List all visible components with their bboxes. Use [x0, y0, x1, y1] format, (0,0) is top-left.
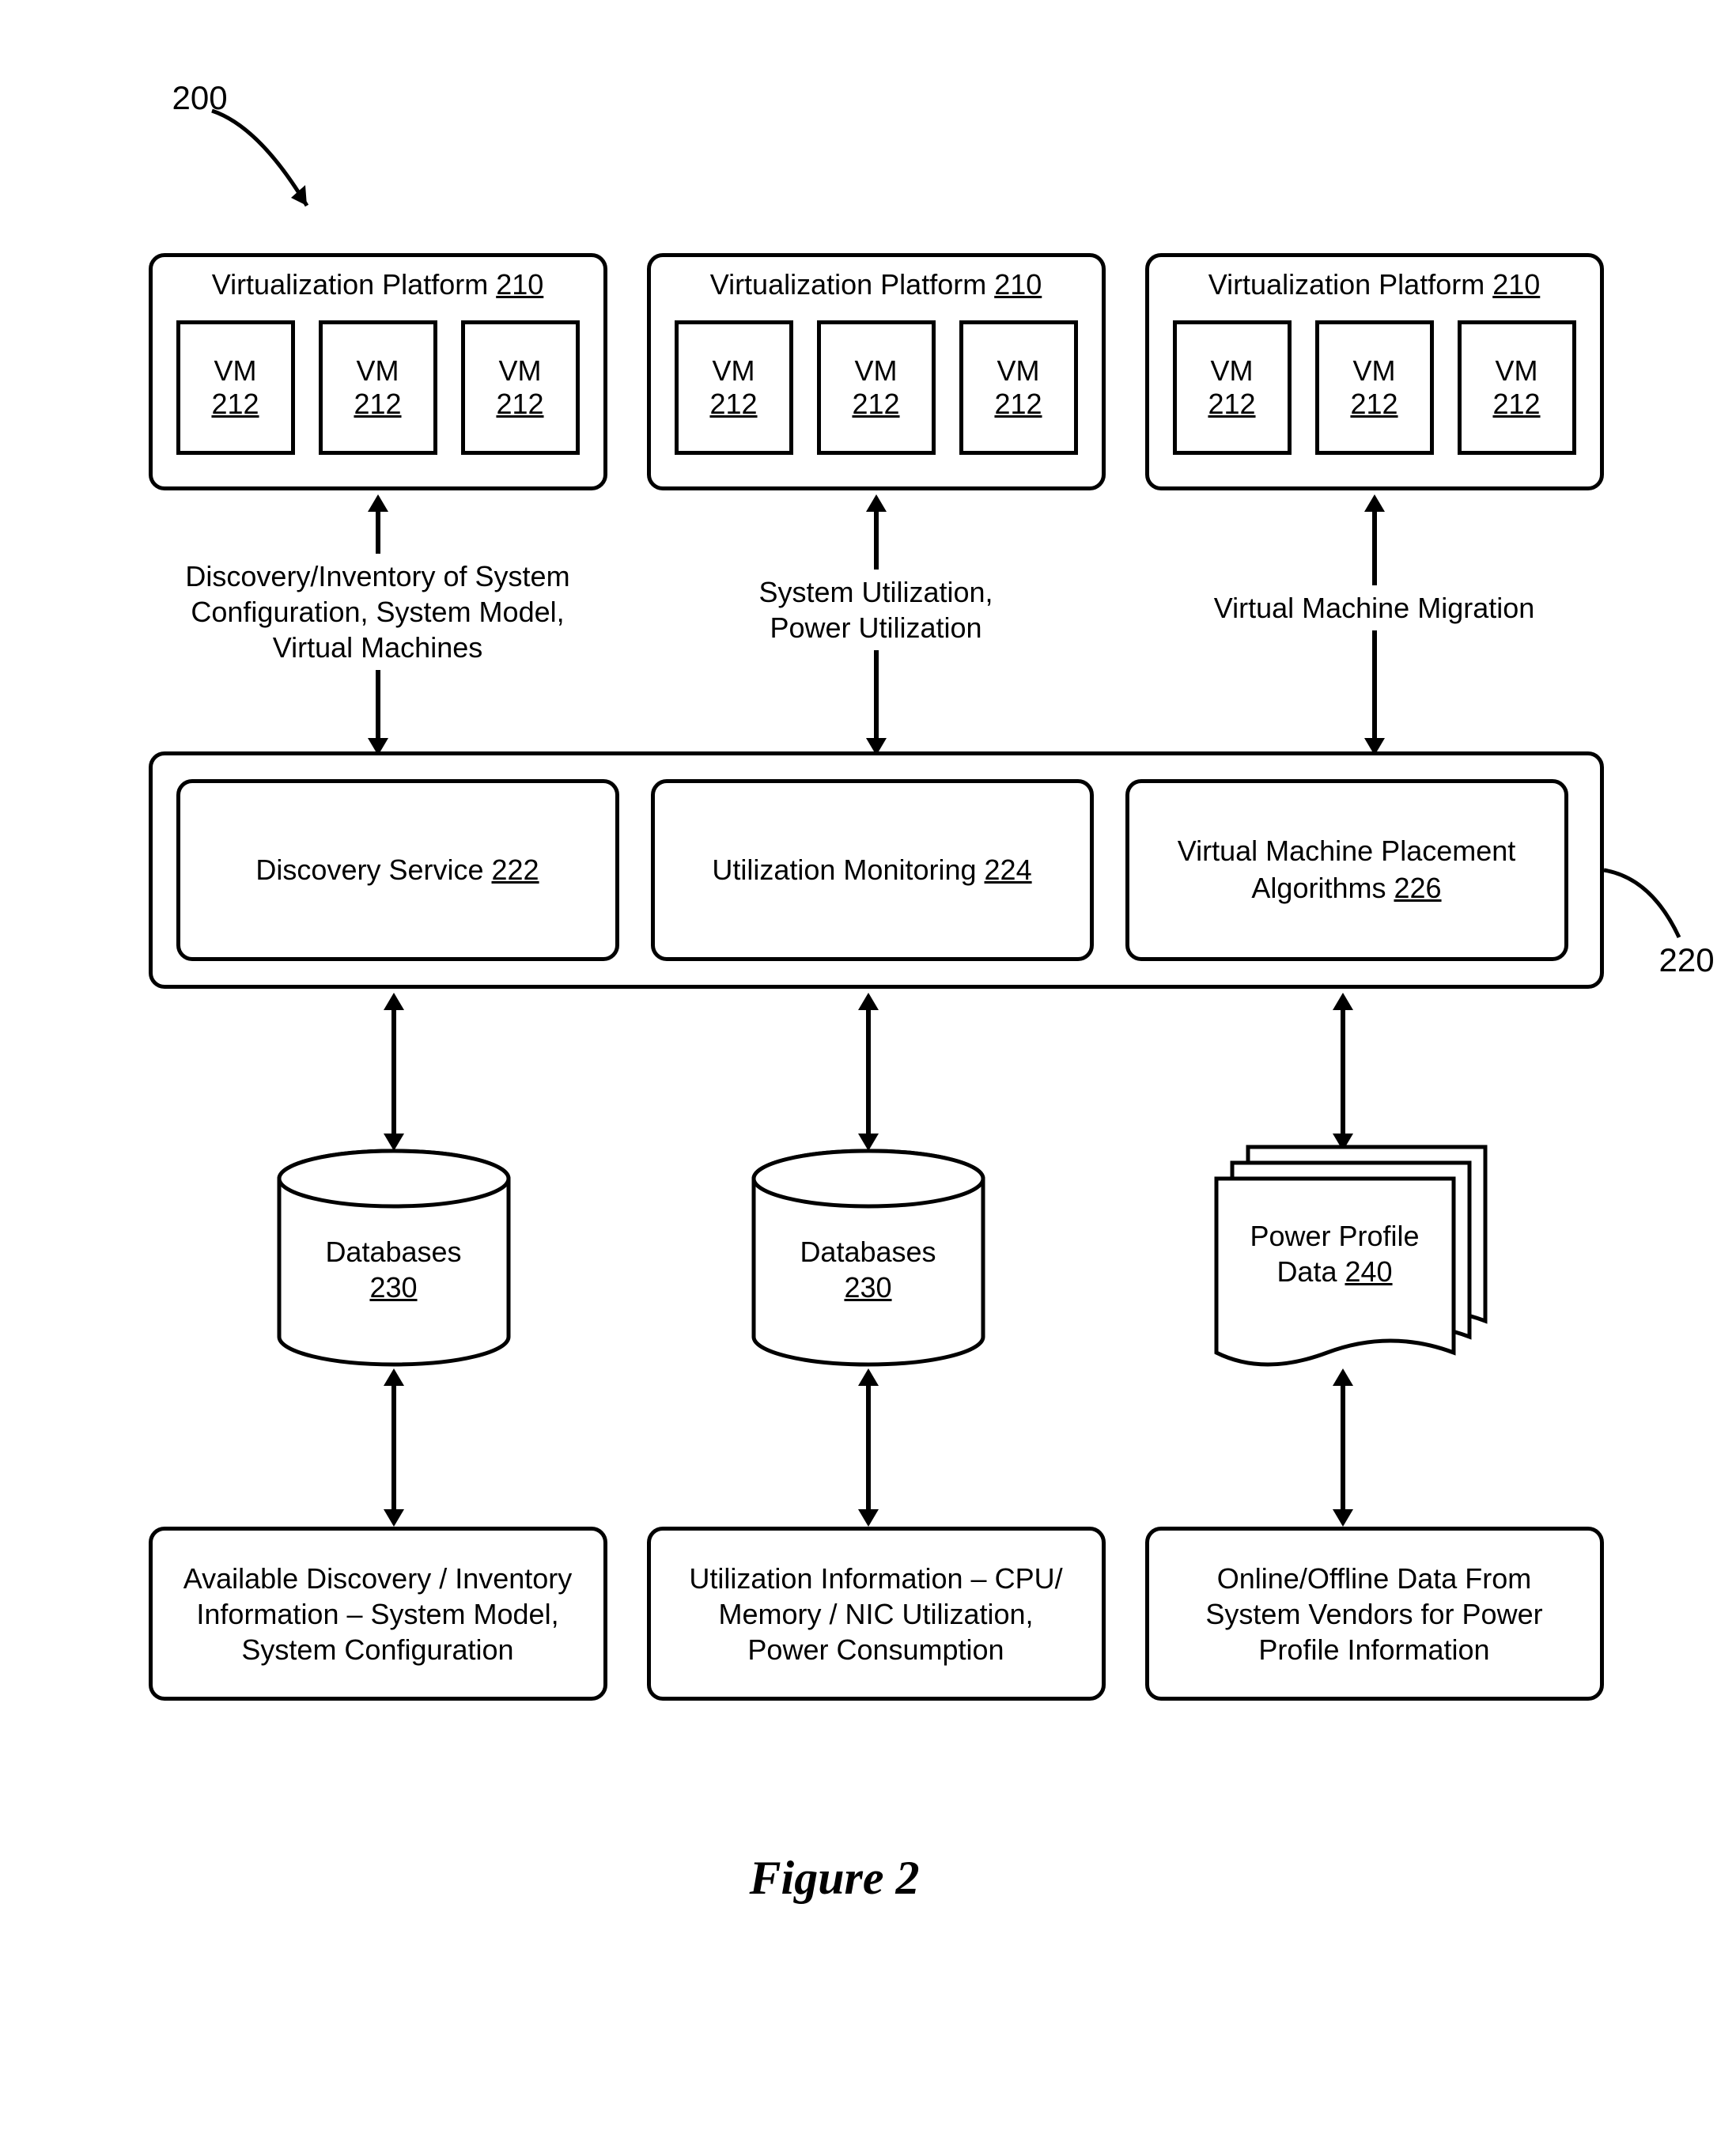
vm-placement-box: Virtual Machine Placement Algorithms 226 [1125, 779, 1568, 961]
flow-label-migration: Virtual Machine Migration [1145, 585, 1604, 630]
figure-caption: Figure 2 [750, 1851, 920, 1906]
ref-220: 220 [1659, 941, 1715, 979]
vm-box: VM212 [675, 320, 793, 455]
ref-200-arrow [204, 103, 362, 261]
arrow-db-left-bottom [374, 1368, 414, 1527]
db-left-label: Databases 230 [275, 1234, 512, 1305]
virtualization-platform-2: Virtualization Platform 210 VM212 VM212 … [647, 253, 1106, 490]
virtualization-platform-1: Virtualization Platform 210 VM212 VM212 … [149, 253, 607, 490]
discovery-service-box: Discovery Service 222 [176, 779, 619, 961]
virtualization-platform-3: Virtualization Platform 210 VM212 VM212 … [1145, 253, 1604, 490]
vm-box: VM212 [817, 320, 936, 455]
flow-label-utilization: System Utilization, Power Utilization [647, 570, 1106, 650]
flow-label-discovery: Discovery/Inventory of System Configurat… [149, 554, 607, 670]
vm-box: VM212 [1458, 320, 1576, 455]
arrow-monitoring-db [849, 993, 888, 1151]
vp3-title: Virtualization Platform 210 [1149, 268, 1600, 301]
diagram-canvas: 200 Virtualization Platform 210 VM212 VM… [38, 32, 1699, 2088]
vp2-title: Virtualization Platform 210 [651, 268, 1102, 301]
bottom-box-left: Available Discovery / Inventory Informat… [149, 1527, 607, 1701]
vm-box: VM212 [1173, 320, 1292, 455]
arrow-db-mid-bottom [849, 1368, 888, 1527]
vp1-title: Virtualization Platform 210 [153, 268, 603, 301]
power-profile-label: Power Profile Data 240 [1216, 1218, 1454, 1289]
bottom-box-right: Online/Offline Data From System Vendors … [1145, 1527, 1604, 1701]
arrow-power-bottom [1323, 1368, 1363, 1527]
vm-box: VM212 [319, 320, 437, 455]
arrow-placement-power [1323, 993, 1363, 1151]
manager-container: Discovery Service 222 Utilization Monito… [149, 751, 1604, 989]
vm-box: VM212 [1315, 320, 1434, 455]
utilization-monitoring-box: Utilization Monitoring 224 [651, 779, 1094, 961]
vm-box: VM212 [461, 320, 580, 455]
db-mid-label: Databases 230 [750, 1234, 987, 1305]
vm-box: VM212 [959, 320, 1078, 455]
bottom-box-mid: Utilization Information – CPU/ Memory / … [647, 1527, 1106, 1701]
arrow-discovery-db [374, 993, 414, 1151]
vm-box: VM212 [176, 320, 295, 455]
